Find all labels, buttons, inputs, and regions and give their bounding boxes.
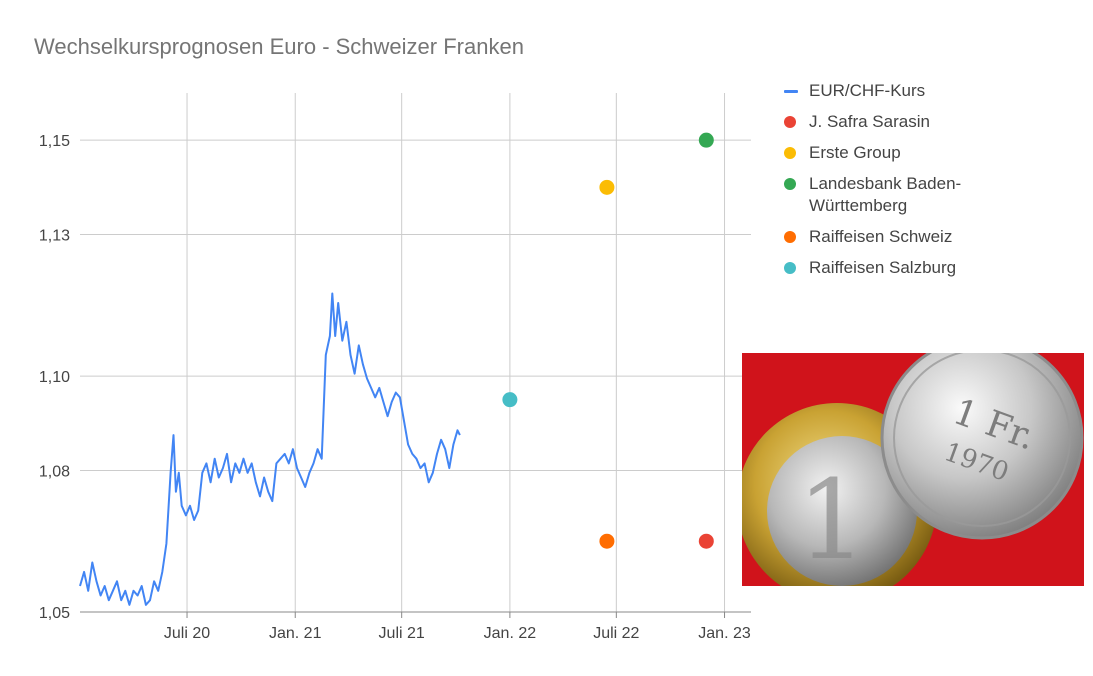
series-line-eur-chf — [79, 292, 461, 606]
legend: EUR/CHF-Kurs J. Safra Sarasin Erste Grou… — [784, 80, 1084, 288]
x-tick-label: Jan. 23 — [698, 625, 751, 642]
legend-item-erste-group[interactable]: Erste Group — [784, 142, 1084, 164]
legend-dot-marker — [784, 178, 796, 190]
legend-label: Raiffeisen Salzburg — [809, 258, 957, 277]
legend-dot-marker — [784, 262, 796, 274]
legend-label: Raiffeisen Schweiz — [809, 227, 953, 246]
grid-lines — [80, 93, 751, 612]
y-tick-label: 1,13 — [39, 228, 70, 245]
legend-label: Erste Group — [809, 143, 901, 162]
x-tick-label: Juli 21 — [379, 625, 425, 642]
franc-coin-rim — [893, 353, 1071, 527]
y-tick-label: 1,08 — [39, 463, 70, 480]
x-tick-label: Jan. 22 — [484, 625, 537, 642]
euro-coin-core — [767, 436, 917, 586]
forecast-point — [599, 533, 615, 549]
chart-title: Wechselkursprognosen Euro - Schweizer Fr… — [34, 34, 524, 59]
y-tick-label: 1,10 — [39, 369, 70, 386]
euro-coin-numeral: 1 — [797, 456, 867, 584]
forecast-point — [698, 132, 714, 148]
y-tick-label: 1,15 — [39, 133, 70, 150]
forecast-point — [502, 392, 518, 408]
x-tick-label: Juli 20 — [164, 625, 210, 642]
legend-label: Landesbank Baden-Württemberg — [809, 174, 962, 215]
legend-dot-marker — [784, 147, 796, 159]
axes — [80, 611, 751, 618]
legend-label: EUR/CHF-Kurs — [809, 81, 926, 100]
tick-labels: 1,05 1,08 1,10 1,13 1,15 Juli 20 Jan. 21 Juli 2… — [39, 133, 751, 642]
legend-dot-marker — [784, 231, 796, 243]
series-layer — [79, 132, 714, 606]
legend-item-raiffeisen-schweiz[interactable]: Raiffeisen Schweiz — [784, 226, 1084, 248]
forecast-point — [599, 179, 615, 195]
legend-dot-marker — [784, 116, 796, 128]
legend-label: J. Safra Sarasin — [809, 112, 930, 131]
legend-item-lbbw[interactable]: Landesbank Baden-Württemberg — [784, 173, 984, 217]
franc-coin — [880, 353, 1084, 540]
legend-item-eur-chf[interactable]: EUR/CHF-Kurs — [784, 80, 1084, 102]
y-tick-label: 1,05 — [39, 605, 70, 622]
x-tick-label: Jan. 21 — [269, 625, 322, 642]
legend-item-safra-sarasin[interactable]: J. Safra Sarasin — [784, 111, 1084, 133]
x-tick-label: Juli 22 — [593, 625, 639, 642]
legend-item-raiffeisen-salzburg[interactable]: Raiffeisen Salzburg — [784, 257, 1084, 279]
legend-line-marker — [784, 90, 798, 93]
forecast-point — [698, 533, 714, 549]
coins-photo: 1 1 Fr. 1970 — [742, 353, 1084, 586]
